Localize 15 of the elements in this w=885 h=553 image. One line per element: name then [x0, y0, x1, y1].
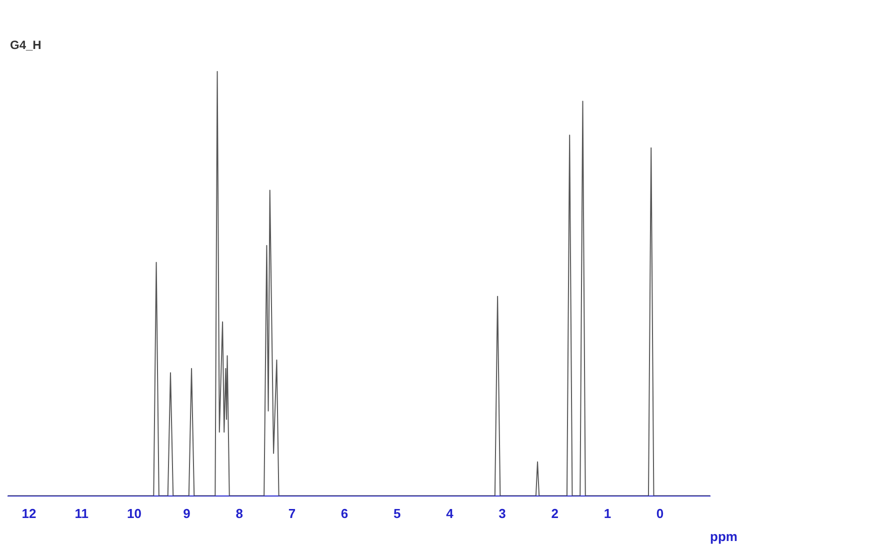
x-tick-label: 3: [498, 506, 506, 522]
x-tick-label: 7: [288, 506, 296, 522]
x-tick-label: 10: [126, 506, 142, 522]
x-tick-label: 11: [74, 506, 88, 522]
x-tick-label: 8: [236, 506, 243, 522]
x-tick-label: 5: [394, 506, 401, 522]
x-tick-label: 6: [340, 506, 348, 522]
x-tick-label: 12: [22, 506, 36, 522]
x-tick-label: 1: [604, 506, 612, 522]
x-axis-title: ppm: [710, 528, 738, 544]
x-tick-label: 4: [446, 506, 454, 522]
chart-title: G4_H: [10, 38, 42, 52]
x-tick-label: 0: [656, 506, 664, 522]
x-tick-label: 2: [551, 506, 558, 522]
x-tick-label: 9: [183, 506, 190, 522]
